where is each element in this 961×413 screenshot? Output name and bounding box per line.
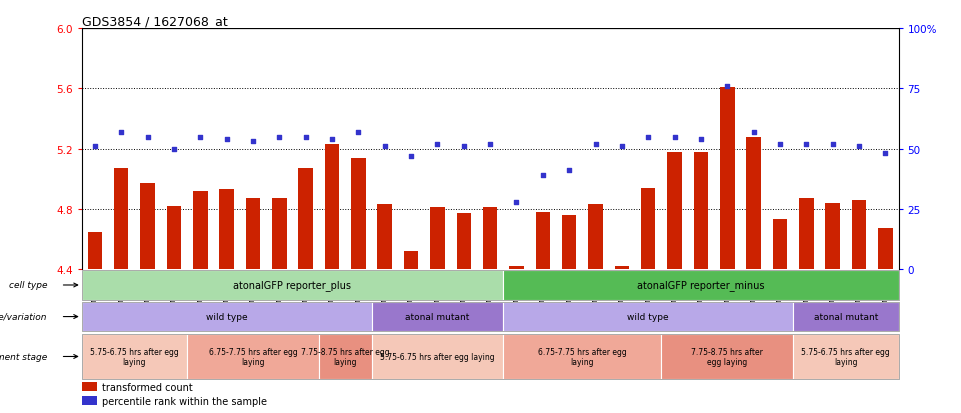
Bar: [166, 206, 182, 270]
Bar: [351, 158, 365, 270]
Text: 6.75-7.75 hrs after egg
laying: 6.75-7.75 hrs after egg laying: [209, 347, 297, 366]
Point: [298, 134, 313, 140]
Point: [561, 168, 577, 174]
Text: 7.75-8.75 hrs after
egg laying: 7.75-8.75 hrs after egg laying: [691, 347, 763, 366]
Bar: [272, 199, 286, 270]
Point: [113, 129, 129, 136]
Bar: [404, 252, 418, 270]
Bar: [825, 203, 840, 270]
Point: [324, 136, 339, 143]
Bar: [615, 266, 629, 270]
Bar: [504, 271, 899, 300]
Point: [588, 141, 604, 148]
Bar: [661, 335, 793, 379]
Bar: [793, 302, 899, 331]
Bar: [219, 190, 234, 270]
Bar: [246, 199, 260, 270]
Point: [746, 129, 761, 136]
Bar: [378, 205, 392, 270]
Bar: [504, 302, 793, 331]
Point: [614, 144, 629, 150]
Bar: [694, 152, 708, 270]
Point: [166, 146, 182, 152]
Bar: [878, 229, 893, 270]
Bar: [562, 216, 577, 270]
Bar: [456, 214, 471, 270]
Point: [825, 141, 840, 148]
Point: [351, 129, 366, 136]
Bar: [431, 208, 445, 270]
Point: [851, 144, 867, 150]
Bar: [747, 137, 761, 270]
Text: GDS3854 / 1627068_at: GDS3854 / 1627068_at: [82, 15, 228, 28]
Text: percentile rank within the sample: percentile rank within the sample: [102, 396, 267, 406]
Bar: [504, 335, 661, 379]
Point: [693, 136, 708, 143]
Point: [877, 151, 893, 157]
Point: [667, 134, 682, 140]
Bar: [82, 271, 504, 300]
Point: [272, 134, 287, 140]
Point: [641, 134, 656, 140]
Bar: [114, 169, 129, 270]
Point: [219, 136, 234, 143]
Point: [430, 141, 445, 148]
Bar: [82, 382, 97, 391]
Text: atonalGFP reporter_minus: atonalGFP reporter_minus: [637, 280, 765, 291]
Text: 7.75-8.75 hrs after egg
laying: 7.75-8.75 hrs after egg laying: [301, 347, 389, 366]
Bar: [193, 191, 208, 270]
Point: [404, 153, 419, 160]
Bar: [82, 302, 372, 331]
Text: atonal mutant: atonal mutant: [814, 312, 878, 321]
Point: [535, 172, 551, 179]
Point: [456, 144, 472, 150]
Bar: [82, 335, 187, 379]
Bar: [482, 208, 498, 270]
Point: [140, 134, 156, 140]
Bar: [325, 145, 339, 270]
Text: 5.75-6.75 hrs after egg laying: 5.75-6.75 hrs after egg laying: [381, 352, 495, 361]
Bar: [535, 212, 550, 270]
Text: wild type: wild type: [628, 312, 669, 321]
Bar: [187, 335, 319, 379]
Bar: [793, 335, 899, 379]
Text: wild type: wild type: [206, 312, 247, 321]
Point: [87, 144, 103, 150]
Point: [482, 141, 498, 148]
Bar: [799, 199, 814, 270]
Point: [192, 134, 208, 140]
Bar: [140, 184, 155, 270]
Bar: [509, 266, 524, 270]
Bar: [641, 188, 655, 270]
Text: genotype/variation: genotype/variation: [0, 312, 47, 321]
Bar: [720, 88, 734, 270]
Text: 5.75-6.75 hrs after egg
laying: 5.75-6.75 hrs after egg laying: [90, 347, 179, 366]
Point: [377, 144, 392, 150]
Text: transformed count: transformed count: [102, 382, 193, 392]
Bar: [372, 302, 504, 331]
Text: cell type: cell type: [9, 281, 47, 290]
Bar: [319, 335, 372, 379]
Bar: [851, 200, 866, 270]
Bar: [773, 220, 787, 270]
Bar: [588, 205, 603, 270]
Bar: [667, 152, 681, 270]
Point: [773, 141, 788, 148]
Text: 6.75-7.75 hrs after egg
laying: 6.75-7.75 hrs after egg laying: [538, 347, 627, 366]
Bar: [372, 335, 504, 379]
Point: [720, 83, 735, 90]
Bar: [82, 396, 97, 405]
Point: [799, 141, 814, 148]
Text: atonalGFP reporter_plus: atonalGFP reporter_plus: [234, 280, 352, 291]
Bar: [299, 169, 313, 270]
Text: atonal mutant: atonal mutant: [406, 312, 470, 321]
Bar: [87, 232, 102, 270]
Point: [245, 139, 260, 145]
Text: development stage: development stage: [0, 352, 47, 361]
Text: 5.75-6.75 hrs after egg
laying: 5.75-6.75 hrs after egg laying: [801, 347, 890, 366]
Point: [508, 199, 524, 206]
